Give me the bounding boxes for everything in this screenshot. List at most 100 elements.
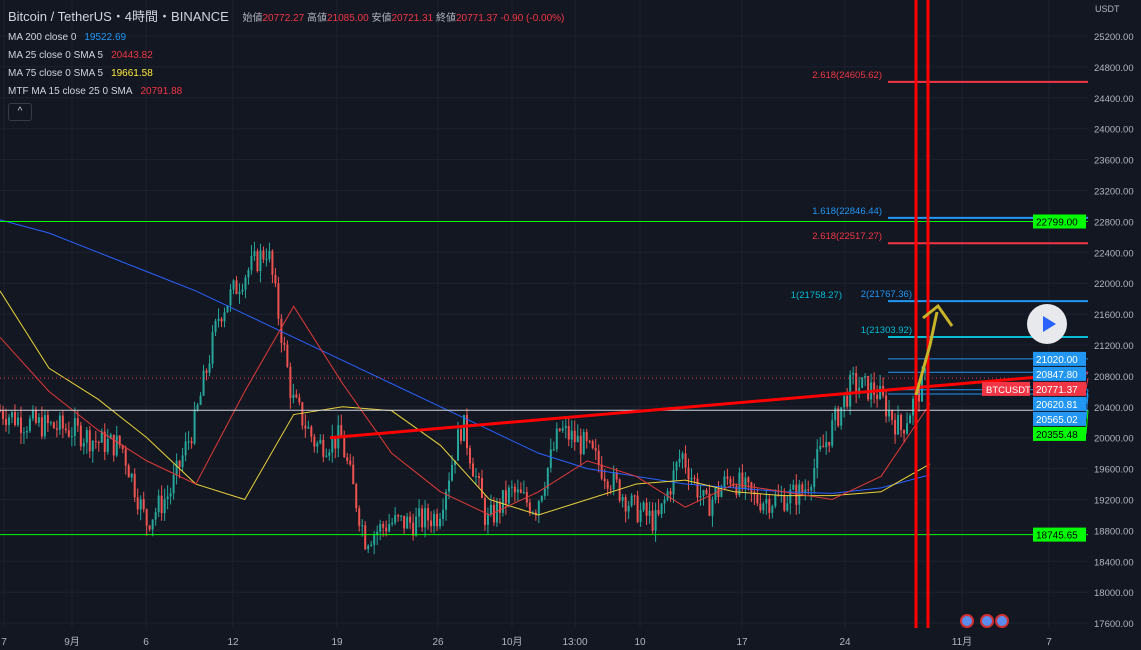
candle-body [669, 491, 672, 495]
candle-body [537, 501, 540, 516]
open-label: 始値 [242, 13, 263, 24]
candle-body [510, 486, 513, 488]
candle-body [582, 432, 585, 455]
candle-body [618, 479, 621, 501]
chart-legend: Bitcoin / TetherUS・4時間・BINANCE 始値20772.2… [8, 6, 564, 121]
candle-body [813, 468, 816, 488]
candle-body [492, 504, 495, 523]
candle-body [52, 422, 55, 429]
candle-body [624, 496, 627, 512]
indicator-2[interactable]: MA 75 close 0 SMA 5 19661.58 [8, 68, 564, 79]
candle-body [304, 425, 307, 429]
candle-body [442, 509, 445, 519]
y-tick-label: 20800.00 [1094, 372, 1134, 383]
indicator-3[interactable]: MTF MA 15 close 25 0 SMA 20791.88 [8, 86, 564, 97]
candle-body [885, 395, 888, 417]
candle-body [903, 430, 906, 434]
indicator-0[interactable]: MA 200 close 0 19522.69 [8, 32, 564, 43]
candle-body [795, 484, 798, 505]
candle-body [738, 472, 741, 495]
price-label-box [1033, 396, 1086, 411]
candle-body [705, 490, 708, 494]
candle-body [199, 395, 202, 405]
candle-body [397, 515, 400, 517]
candle-body [76, 418, 79, 426]
indicator-label: MA 75 close 0 SMA 5 [8, 68, 104, 79]
candle-body [229, 289, 232, 306]
candle-body [214, 320, 217, 333]
candle-body [897, 414, 900, 435]
close-label: 終値 [435, 13, 456, 24]
candle-body [792, 484, 795, 490]
candle-body [175, 460, 178, 475]
candle-body [633, 495, 636, 497]
y-tick-label: 22800.00 [1094, 217, 1134, 228]
us-flag-event-icon [980, 614, 994, 628]
candle-body [615, 471, 618, 480]
candle-body [79, 425, 82, 447]
candle-body [223, 312, 226, 322]
candle-body [172, 474, 175, 494]
candle-body [498, 501, 501, 513]
high-label: 高値 [306, 13, 327, 24]
candle-body [109, 434, 112, 439]
candle-body [522, 492, 525, 494]
indicator-value: 19522.69 [84, 32, 127, 43]
high-value: 21085.00 [326, 13, 369, 24]
candle-body [121, 445, 124, 449]
play-replay-button[interactable] [1027, 304, 1067, 344]
price-label: 18745.65 [1036, 531, 1078, 542]
candle-body [0, 410, 1, 412]
candle-body [651, 510, 654, 531]
candle-body [501, 490, 504, 513]
candle-body [516, 489, 519, 493]
y-tick-label: 17600.00 [1094, 619, 1134, 630]
indicator-value: 20443.82 [111, 50, 153, 61]
candle-body [483, 498, 486, 525]
candle-body [55, 428, 58, 430]
price-label-connector [1085, 389, 1089, 404]
candle-body [244, 277, 247, 290]
open-value: 20772.27 [262, 13, 305, 24]
candle-body [1, 410, 4, 420]
arrow-line [914, 311, 939, 396]
candle-body [409, 516, 412, 523]
price-label-connector [1085, 371, 1089, 375]
candle-body [334, 435, 337, 449]
candle-body [412, 522, 415, 536]
candle-body [142, 499, 145, 510]
candle-body [702, 490, 705, 496]
candle-body [163, 499, 166, 514]
fib-label: 1(21303.92) [861, 325, 912, 336]
candle-body [439, 518, 442, 527]
candle-body [714, 488, 717, 500]
candle-body [924, 368, 926, 372]
candle-body [675, 462, 678, 471]
y-tick-label: 24400.00 [1094, 94, 1134, 105]
chevron-up-icon[interactable]: ^ [8, 103, 32, 121]
candle-body [394, 515, 397, 523]
candle-body [19, 417, 22, 433]
indicator-label: MA 200 close 0 [8, 32, 77, 43]
symbol-tag-box [982, 381, 1030, 396]
candle-body [454, 460, 457, 465]
candle-body [286, 344, 289, 367]
candle-body [648, 510, 651, 516]
candle-body [139, 499, 142, 510]
candle-body [424, 508, 427, 528]
price-label: 20847.80 [1036, 370, 1078, 381]
price-label-connector [1085, 394, 1089, 419]
candle-body [810, 487, 813, 491]
candle-body [768, 499, 771, 513]
candle-body [546, 467, 549, 489]
indicator-1[interactable]: MA 25 close 0 SMA 5 20443.82 [8, 50, 564, 61]
candle-body [280, 318, 283, 343]
candle-body [564, 425, 567, 429]
candle-body [855, 372, 858, 392]
candle-body [169, 493, 172, 497]
candle-body [406, 516, 409, 529]
candle-body [609, 488, 612, 490]
candle-body [376, 531, 379, 535]
price-label-box [1033, 426, 1086, 441]
